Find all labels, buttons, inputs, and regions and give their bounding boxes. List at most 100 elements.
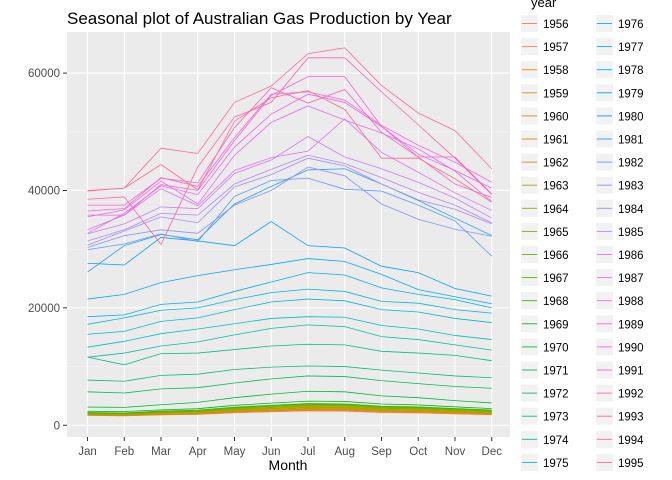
legend-item: 1963	[521, 176, 569, 194]
legend-item: 1983	[596, 176, 644, 194]
legend-item: 1984	[596, 199, 644, 217]
legend-label: 1982	[618, 158, 644, 170]
series-line-1978	[87, 272, 492, 318]
legend-item: 1960	[521, 107, 569, 125]
legend-label: 1974	[543, 435, 569, 447]
legend-item: 1975	[521, 453, 569, 471]
series-line-1984	[87, 157, 492, 246]
legend-item: 1993	[596, 407, 644, 425]
chart-title: Seasonal plot of Australian Gas Producti…	[67, 9, 452, 28]
legend-label: 1972	[543, 389, 569, 401]
legend-label: 1956	[543, 19, 569, 31]
legend-label: 1988	[618, 296, 644, 308]
x-tick-label: Oct	[409, 446, 428, 458]
legend-item: 1968	[521, 292, 569, 310]
legend-label: 1985	[618, 227, 644, 239]
legend-label: 1968	[543, 296, 569, 308]
legend-label: 1965	[543, 227, 569, 239]
legend-label: 1959	[543, 88, 569, 100]
legend-label: 1983	[618, 181, 644, 193]
series-line-1969	[87, 400, 492, 412]
series-line-1974	[87, 324, 492, 358]
legend-label: 1958	[543, 65, 569, 77]
legend-item: 1990	[596, 338, 644, 356]
series-line-1987	[87, 118, 492, 231]
x-tick-label: Jun	[262, 446, 281, 458]
legend: 1956 1957 1958 1959 1960 1961 1962 1963 1964 1965…	[521, 15, 644, 471]
series-line-1985	[87, 154, 492, 242]
legend-label: 1980	[618, 111, 644, 123]
legend-item: 1986	[596, 246, 644, 263]
series-line-1972	[87, 365, 492, 382]
legend-label: 1960	[543, 111, 569, 123]
series-lines	[87, 47, 493, 417]
series-line-1995	[87, 90, 492, 203]
legend-item: 1956	[521, 15, 569, 32]
series-line-1983	[87, 166, 492, 248]
legend-label: 1970	[543, 342, 569, 354]
legend-item: 1971	[521, 361, 569, 379]
legend-item: 1972	[521, 384, 569, 402]
legend-label: 1975	[543, 458, 569, 470]
x-tick-label: Aug	[335, 446, 355, 458]
legend-label: 1971	[543, 366, 569, 378]
legend-item: 1988	[596, 292, 644, 310]
legend-item: 1974	[521, 430, 569, 448]
x-tick-label: May	[224, 446, 246, 458]
legend-item: 1987	[596, 269, 644, 287]
legend-item: 1976	[596, 15, 644, 32]
legend-label: 1967	[543, 273, 569, 285]
legend-item: 1964	[521, 199, 569, 217]
legend-item: 1994	[596, 430, 644, 448]
legend-item: 1969	[521, 315, 569, 333]
series-line-1980	[87, 221, 492, 297]
x-tick-label: Nov	[445, 446, 466, 458]
legend-item: 1977	[596, 38, 644, 56]
series-line-1988	[87, 105, 493, 218]
legend-label: 1994	[618, 435, 644, 447]
legend-label: 1957	[543, 42, 569, 54]
legend-label: 1989	[618, 319, 644, 331]
legend-item: 1959	[521, 84, 569, 102]
x-tick-label: Jul	[301, 446, 316, 458]
x-tick-label: Mar	[151, 446, 171, 458]
series-line-1973	[87, 343, 492, 366]
legend-item: 1970	[521, 338, 569, 356]
x-axis-title: Month	[269, 457, 308, 473]
legend-item: 1966	[521, 246, 569, 263]
legend-label: 1978	[618, 65, 644, 77]
legend-label: 1986	[618, 250, 644, 262]
series-line-1970	[87, 390, 492, 408]
legend-item: 1958	[521, 61, 569, 79]
x-tick-label: Apr	[189, 446, 207, 458]
series-line-1986	[87, 136, 492, 235]
legend-label: 1990	[618, 342, 644, 354]
series-line-1976	[87, 298, 492, 335]
series-line-1982	[87, 177, 493, 257]
legend-item: 1979	[596, 84, 644, 102]
plot-panel	[67, 32, 510, 437]
legend-label: 1987	[618, 273, 644, 285]
series-line-1979	[87, 258, 492, 305]
y-tick-label: 0	[54, 420, 60, 432]
legend-label: 1969	[543, 319, 569, 331]
x-tick-label: Feb	[114, 446, 134, 458]
legend-label: 1979	[618, 88, 644, 100]
legend-label: 1976	[618, 19, 644, 31]
y-tick-label: 20000	[28, 303, 60, 315]
legend-label: 1995	[618, 458, 644, 470]
legend-item: 1985	[596, 222, 644, 240]
legend-item: 1957	[521, 38, 569, 56]
legend-label: 1966	[543, 250, 569, 262]
legend-item: 1965	[521, 222, 569, 240]
series-line-1991	[87, 76, 493, 216]
legend-label: 1984	[618, 204, 644, 216]
y-tick-label: 60000	[28, 68, 60, 80]
legend-label: 1993	[618, 412, 644, 424]
series-line-1994	[87, 47, 493, 192]
legend-label: 1973	[543, 412, 569, 424]
series-line-1965	[87, 405, 492, 415]
legend-label: 1963	[543, 181, 569, 193]
legend-label: 1981	[618, 135, 644, 147]
